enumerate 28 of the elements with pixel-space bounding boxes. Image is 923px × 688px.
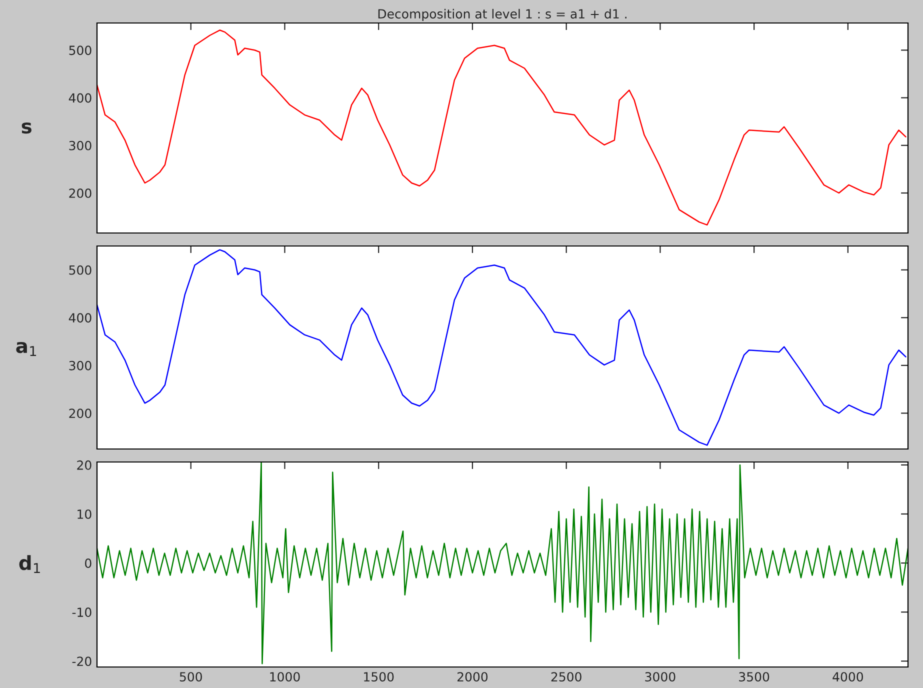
x-tick-label: 3000 — [645, 672, 676, 682]
y-tick-label: 500 — [69, 46, 92, 56]
y-tick-label: 300 — [69, 140, 92, 150]
line-series — [97, 30, 906, 226]
x-tick-label: 2000 — [457, 672, 488, 682]
y-tick-label: -20 — [72, 656, 92, 666]
x-tick-label: 3500 — [739, 672, 770, 682]
y-axis-title: d$_{1}$ — [19, 555, 40, 574]
y-tick-label: -10 — [72, 608, 92, 617]
y-tick-label: 200 — [69, 408, 92, 418]
y-tick-label: 0 — [85, 558, 92, 568]
line-series — [97, 462, 908, 664]
x-tick-label: 4000 — [832, 672, 863, 682]
y-tick-label: 200 — [69, 188, 92, 198]
y-tick-label: 500 — [69, 265, 92, 275]
y-tick-label: 400 — [68, 313, 92, 323]
x-tick-label: 1000 — [270, 672, 300, 682]
y-axis-title: a$_{1}$ — [16, 342, 36, 356]
y-tick-label: 10 — [78, 509, 92, 519]
x-tick-label: 500 — [180, 672, 202, 682]
x-tick-label: 1500 — [364, 672, 394, 682]
y-tick-label: 400 — [68, 93, 92, 103]
line-series — [97, 249, 906, 446]
chart-title: Decomposition at level 1 : s = a1 + d1 . — [378, 8, 626, 21]
y-tick-label: 300 — [69, 360, 92, 370]
y-axis-title: s — [22, 122, 32, 134]
y-tick-label: 20 — [77, 460, 92, 470]
x-tick-label: 2500 — [551, 672, 582, 682]
